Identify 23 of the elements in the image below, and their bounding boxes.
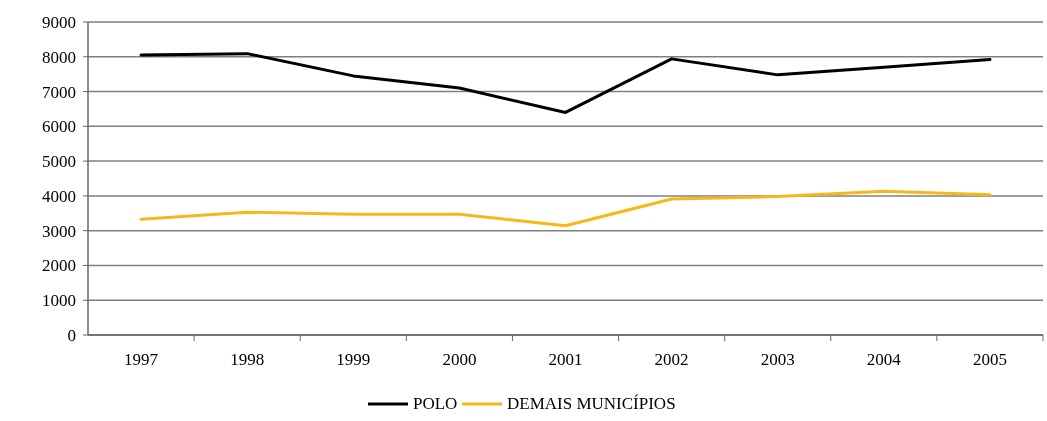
y-tick-label: 3000 <box>42 221 76 241</box>
x-tick-label: 2005 <box>972 350 1007 369</box>
y-tick-label: 2000 <box>42 256 76 276</box>
y-tick-label: 7000 <box>42 82 76 102</box>
legend-label: DEMAIS MUNICÍPIOS <box>507 394 676 413</box>
y-tick-label: 6000 <box>42 117 76 137</box>
x-tick-label: 2003 <box>760 350 795 369</box>
legend-label: POLO <box>413 394 458 413</box>
x-tick-label: 2000 <box>442 350 477 369</box>
x-tick-label: 2004 <box>866 350 902 369</box>
y-tick-label: 9000 <box>42 12 76 32</box>
y-tick-label: 4000 <box>42 186 76 206</box>
y-tick-label: 0 <box>67 325 76 345</box>
x-tick-label: 1997 <box>124 350 159 369</box>
y-tick-label: 1000 <box>42 291 76 311</box>
x-tick-label: 1999 <box>336 350 371 369</box>
x-tick-label: 1998 <box>230 350 265 369</box>
y-tick-label: 8000 <box>42 47 76 67</box>
x-tick-label: 2002 <box>654 350 689 369</box>
y-tick-label: 5000 <box>42 152 76 172</box>
line-series <box>139 189 992 228</box>
x-tick-label: 2001 <box>548 350 583 369</box>
line-series <box>139 52 992 114</box>
